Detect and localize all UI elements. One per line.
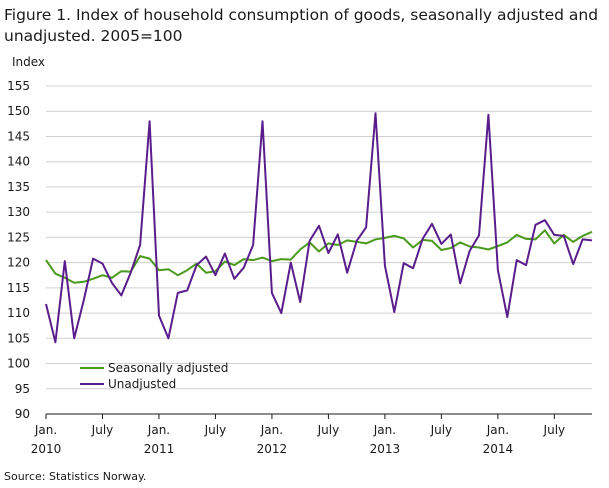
y-tick-label: 110 — [7, 306, 30, 320]
x-tick-label: July — [204, 423, 227, 437]
y-tick-label: 130 — [7, 205, 30, 219]
x-axis: Jan. 2010 July Jan. 2011 July Jan. 2012 July Jan.… — [31, 414, 565, 456]
x-tick-label: Jan. — [373, 423, 396, 437]
legend: Seasonally adjusted Unadjusted — [80, 361, 228, 391]
x-tick-label: July — [430, 423, 453, 437]
y-tick-label: 145 — [7, 129, 30, 143]
series-line-unadjusted — [45, 112, 593, 344]
x-tick-label: Jan. — [147, 423, 170, 437]
y-tick-label: 115 — [7, 281, 30, 295]
y-tick-label: 135 — [7, 180, 30, 194]
y-axis-label: Index — [12, 55, 45, 69]
x-tick-label: Jan. — [260, 423, 283, 437]
x-tick-year-label: 2010 — [31, 442, 62, 456]
x-tick-year-label: 2013 — [370, 442, 401, 456]
legend-label: Seasonally adjusted — [108, 361, 228, 375]
chart-title: Figure 1. Index of household consumption… — [4, 6, 599, 45]
y-tick-label: 140 — [7, 155, 30, 169]
grid-lines — [46, 85, 592, 415]
x-tick-year-label: 2011 — [144, 442, 175, 456]
y-tick-label: 125 — [7, 230, 30, 244]
source-note: Source: Statistics Norway. — [4, 470, 147, 483]
x-tick-label: Jan. — [34, 423, 57, 437]
y-tick-label: 95 — [15, 382, 30, 396]
x-tick-year-label: 2014 — [483, 442, 514, 456]
y-tick-label: 150 — [7, 104, 30, 118]
y-axis-ticks: 90 95 100 105 110 115 120 125 130 135 140 145 150 155 — [7, 79, 30, 421]
y-tick-label: 120 — [7, 256, 30, 270]
y-tick-label: 155 — [7, 79, 30, 93]
series-group — [45, 112, 593, 344]
y-tick-label: 105 — [7, 331, 30, 345]
y-tick-label: 100 — [7, 357, 30, 371]
x-tick-label: July — [91, 423, 114, 437]
x-tick-label: Jan. — [486, 423, 509, 437]
y-tick-label: 90 — [15, 407, 30, 421]
x-tick-label: July — [317, 423, 340, 437]
legend-label: Unadjusted — [108, 377, 176, 391]
x-tick-label: July — [543, 423, 566, 437]
series-line-seasonally-adjusted — [45, 229, 593, 284]
x-tick-year-label: 2012 — [257, 442, 288, 456]
